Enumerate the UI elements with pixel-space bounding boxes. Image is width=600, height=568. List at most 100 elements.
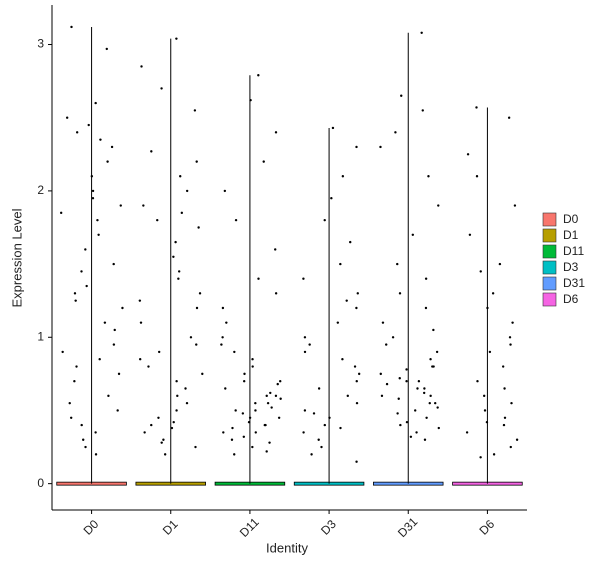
point xyxy=(251,358,254,361)
point xyxy=(312,412,316,415)
point xyxy=(242,379,246,383)
point xyxy=(509,445,512,449)
point xyxy=(105,47,108,51)
point xyxy=(355,379,358,383)
point xyxy=(195,306,199,310)
point xyxy=(339,426,342,430)
point xyxy=(68,401,71,405)
point xyxy=(157,350,161,354)
point xyxy=(317,387,321,390)
point xyxy=(274,131,278,134)
point xyxy=(492,453,496,456)
point xyxy=(511,321,514,324)
x-tick-label: D31 xyxy=(395,514,421,540)
point xyxy=(150,150,153,153)
point xyxy=(220,343,223,346)
point xyxy=(254,401,257,405)
point xyxy=(90,175,94,178)
point xyxy=(507,116,511,119)
point xyxy=(138,358,142,361)
point xyxy=(475,106,478,109)
point xyxy=(184,387,187,390)
point xyxy=(61,350,64,354)
point xyxy=(248,416,252,419)
point xyxy=(396,262,399,266)
point xyxy=(491,292,495,295)
point xyxy=(197,226,200,229)
point xyxy=(503,387,506,390)
point xyxy=(91,197,95,200)
point xyxy=(302,277,305,280)
point xyxy=(75,365,78,368)
point xyxy=(355,145,358,149)
point xyxy=(513,204,517,207)
point xyxy=(385,382,389,386)
point xyxy=(476,379,479,383)
legend-label: D31 xyxy=(563,276,585,290)
point xyxy=(231,426,234,430)
point xyxy=(409,435,413,439)
point xyxy=(189,336,193,339)
point xyxy=(417,379,421,383)
point xyxy=(265,394,268,398)
point xyxy=(80,270,83,273)
point xyxy=(323,218,326,222)
point xyxy=(355,460,358,463)
point xyxy=(317,438,320,441)
point xyxy=(160,441,163,444)
point xyxy=(233,453,236,456)
point xyxy=(349,240,352,244)
point xyxy=(398,292,402,295)
point xyxy=(224,387,227,390)
point xyxy=(265,450,268,453)
y-tick-label: 3 xyxy=(37,37,44,51)
point xyxy=(328,416,331,419)
point xyxy=(405,379,408,383)
point xyxy=(80,423,83,427)
point xyxy=(336,321,340,324)
point xyxy=(303,336,307,339)
point xyxy=(162,438,165,441)
point xyxy=(263,423,266,427)
y-tick-label: 2 xyxy=(37,183,44,197)
y-tick-label: 1 xyxy=(37,329,44,343)
point xyxy=(175,37,178,40)
point xyxy=(355,401,359,405)
point xyxy=(411,233,415,237)
point xyxy=(423,438,427,441)
point xyxy=(391,336,395,339)
point xyxy=(400,94,403,97)
point xyxy=(508,336,512,339)
point xyxy=(70,25,73,29)
point xyxy=(270,406,273,409)
point xyxy=(94,453,98,456)
point xyxy=(279,397,282,400)
x-axis-title: Identity xyxy=(266,540,308,555)
point xyxy=(157,416,160,419)
point xyxy=(230,438,234,441)
point xyxy=(262,160,265,163)
point xyxy=(195,160,198,163)
point xyxy=(74,299,77,302)
point xyxy=(380,394,384,398)
point xyxy=(225,321,228,324)
point xyxy=(303,409,307,412)
point xyxy=(268,441,271,444)
point xyxy=(156,218,159,222)
point xyxy=(330,197,333,200)
point xyxy=(276,382,279,386)
point xyxy=(185,401,189,405)
point xyxy=(163,453,167,456)
point xyxy=(434,401,437,405)
point xyxy=(201,372,204,376)
point xyxy=(98,358,101,361)
point xyxy=(97,233,100,237)
point xyxy=(84,445,87,449)
point xyxy=(356,292,359,295)
point xyxy=(485,420,489,424)
point xyxy=(422,391,426,395)
point xyxy=(427,175,430,178)
point xyxy=(341,175,345,178)
point xyxy=(397,397,400,400)
point xyxy=(147,365,150,368)
